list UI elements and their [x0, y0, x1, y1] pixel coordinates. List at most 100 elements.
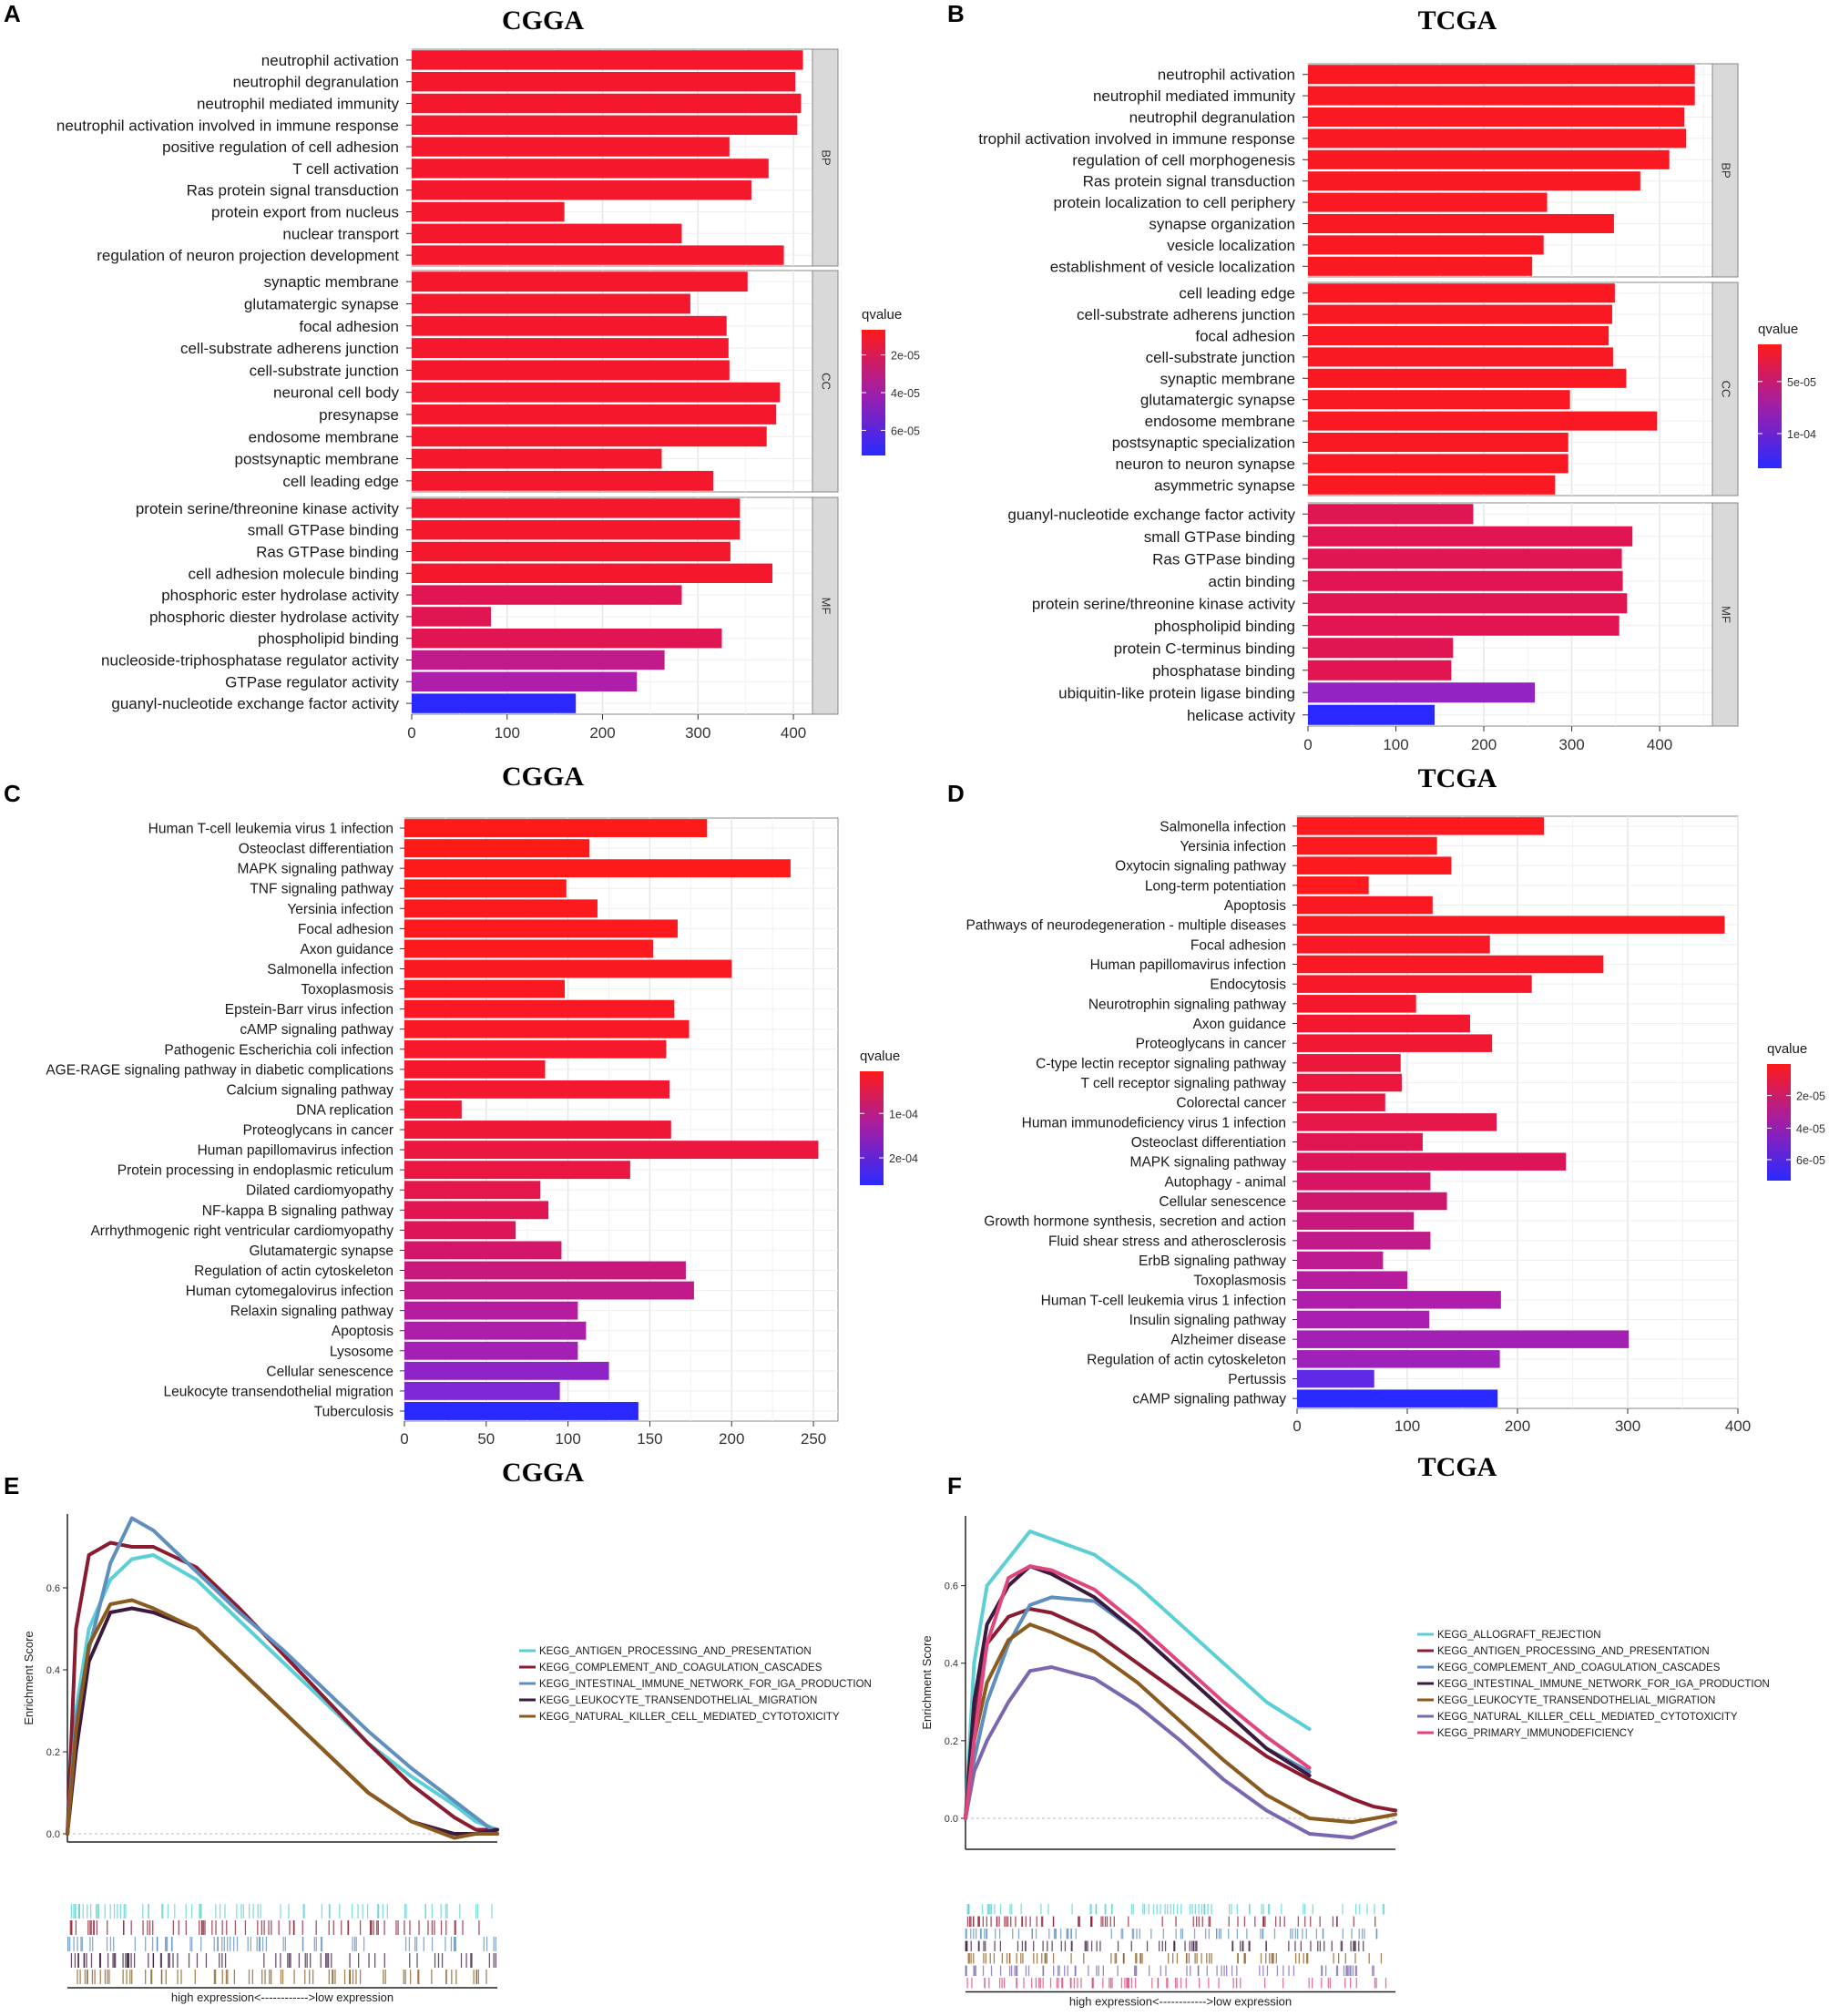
bar — [1297, 975, 1532, 993]
series-line — [964, 1530, 1312, 1820]
tick-label: 0 — [400, 1430, 408, 1448]
category-label: glutamatergic synapse — [244, 295, 399, 312]
panel-c-kegg-barplot: Human T-cell leukemia virus 1 infection O… — [46, 817, 918, 1448]
tick-label: 200 — [589, 724, 615, 742]
series-line — [964, 1665, 1397, 1840]
series-line — [964, 1564, 1312, 1820]
legend-title: qvalue — [860, 1049, 900, 1064]
bar — [412, 382, 781, 403]
bar — [404, 899, 598, 918]
bar — [404, 979, 566, 998]
bar — [412, 426, 767, 447]
bar — [404, 919, 678, 938]
tick-label: 200 — [719, 1430, 744, 1448]
tick-label: 300 — [1558, 736, 1584, 753]
bar — [1308, 65, 1695, 85]
category-label: neuronal cell body — [273, 384, 399, 402]
category-label: regulation of cell morphogenesis — [1072, 151, 1295, 169]
category-label: Pathogenic Escherichia coli infection — [164, 1042, 393, 1058]
bar — [1297, 876, 1369, 895]
bar — [412, 563, 772, 584]
bar — [1308, 526, 1633, 547]
bar — [412, 293, 690, 314]
category-label: protein localization to cell periphery — [1053, 194, 1295, 211]
bar — [404, 1301, 578, 1320]
y-axis-label: Enrichment Score — [22, 1631, 36, 1724]
panel-letter-c: C — [4, 780, 21, 807]
tick-label: 0.4 — [945, 1659, 958, 1670]
bar — [404, 1161, 630, 1180]
category-label: neutrophil activation — [1158, 67, 1295, 84]
x-axis-label: high expression<------------>low express… — [171, 1990, 393, 2004]
facet-strip — [1711, 281, 1739, 496]
legend-label: KEGG_NATURAL_KILLER_CELL_MEDIATED_CYTOTO… — [539, 1712, 840, 1723]
bar — [404, 879, 567, 898]
tick-label: 400 — [1647, 736, 1672, 753]
category-label: Ras GTPase binding — [1152, 550, 1295, 568]
category-label: Regulation of actin cytoskeleton — [194, 1264, 393, 1279]
category-label: cell leading edge — [1179, 285, 1295, 302]
bar — [412, 541, 731, 562]
category-label: Proteoglycans in cancer — [243, 1123, 393, 1139]
bar — [404, 1241, 562, 1260]
bar — [404, 1402, 639, 1420]
bar — [404, 1080, 669, 1099]
bar — [1297, 936, 1490, 954]
category-label: asymmetric synapse — [1154, 476, 1295, 494]
bar — [404, 1039, 667, 1059]
tick-label: 0 — [1303, 736, 1312, 753]
y-axis-label: Enrichment Score — [920, 1635, 934, 1729]
panel-letter-a: A — [4, 0, 21, 27]
x-axis-label: high expression<------------>low express… — [1069, 1995, 1292, 2009]
category-label: Neurotrophin signaling pathway — [1088, 997, 1286, 1012]
bar — [404, 999, 675, 1018]
legend-title: qvalue — [1758, 322, 1798, 337]
facet-strip-label: CC — [1720, 381, 1733, 398]
bar — [1308, 660, 1452, 681]
bar — [412, 115, 798, 136]
bar — [404, 1221, 516, 1240]
legend-label: KEGG_COMPLEMENT_AND_COAGULATION_CASCADES — [539, 1663, 823, 1673]
bar — [1308, 149, 1670, 169]
bar — [404, 1281, 694, 1300]
legend-label: KEGG_ANTIGEN_PROCESSING_AND_PRESENTATION — [1437, 1646, 1710, 1657]
bar — [404, 1121, 671, 1139]
category-label: Human T-cell leukemia virus 1 infection — [1041, 1293, 1286, 1308]
category-label: cAMP signaling pathway — [1132, 1392, 1286, 1407]
category-label: Focal adhesion — [298, 922, 393, 937]
bar — [1308, 283, 1615, 303]
bar — [412, 201, 565, 222]
tick-label: 50 — [477, 1430, 495, 1448]
panel-d-kegg-barplot: Salmonella infection Yersinia infection Ox… — [966, 815, 1825, 1435]
category-label: Ras GTPase binding — [256, 544, 399, 561]
category-label: vesicle localization — [1167, 237, 1295, 254]
legend-colorbar — [1767, 1064, 1791, 1181]
bar — [404, 1141, 819, 1160]
bar — [404, 1201, 549, 1220]
category-label: Cellular senescence — [266, 1364, 393, 1379]
legend-label: 6e-05 — [1796, 1154, 1825, 1167]
category-label: neutrophil activation — [261, 52, 399, 69]
category-label: Lysosome — [330, 1344, 393, 1359]
category-label: Human papillomavirus infection — [198, 1143, 393, 1159]
bar — [1297, 1291, 1501, 1309]
bar — [1308, 548, 1622, 569]
category-label: nucleoside-triphosphatase regulator acti… — [101, 652, 399, 670]
bar — [1297, 1132, 1423, 1151]
tick-label: 200 — [1471, 736, 1497, 753]
legend-label: 4e-05 — [1796, 1122, 1825, 1135]
tick-label: 0.2 — [945, 1736, 958, 1747]
bar — [404, 1261, 686, 1280]
tick-label: 100 — [1383, 736, 1408, 753]
legend-label: KEGG_ANTIGEN_PROCESSING_AND_PRESENTATION — [539, 1646, 812, 1657]
legend-label: KEGG_LEUKOCYTE_TRANSENDOTHELIAL_MIGRATIO… — [1437, 1695, 1715, 1706]
category-label: Colorectal cancer — [1176, 1096, 1286, 1111]
facet-strip — [1711, 502, 1739, 727]
bar — [412, 498, 741, 518]
facet-strip-label: MF — [820, 598, 833, 615]
category-label: Protein processing in endoplasmic reticu… — [118, 1163, 393, 1179]
bar — [1308, 704, 1435, 725]
category-label: endosome membrane — [1145, 413, 1295, 430]
bar — [412, 71, 796, 92]
bar — [1308, 128, 1687, 148]
